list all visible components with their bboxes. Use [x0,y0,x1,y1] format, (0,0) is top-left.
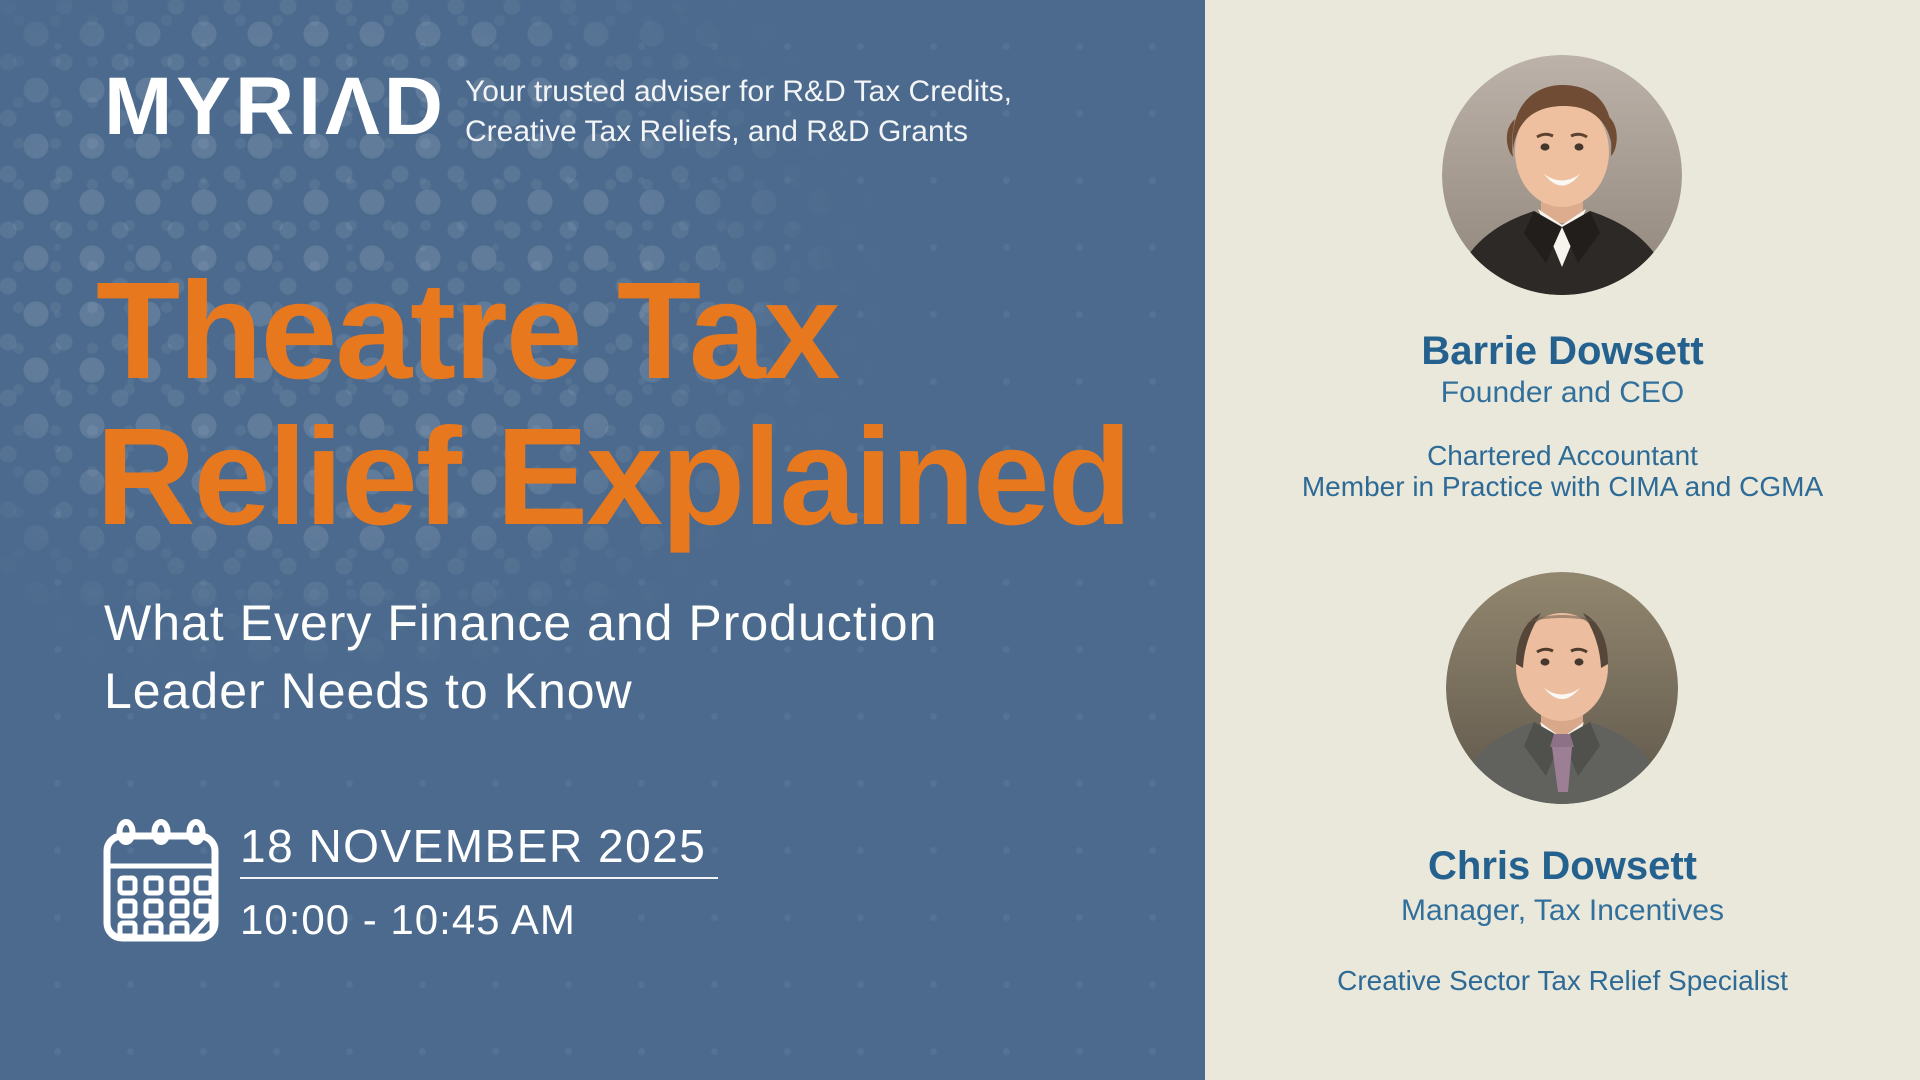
left-panel: MYRIΛD Your trusted adviser for R&D Tax … [0,0,1205,1080]
credential-line-1: Creative Sector Tax Relief Specialist [1337,965,1788,996]
barrie-photo [1442,55,1682,295]
event-date: 18 NOVEMBER 2025 [240,820,707,872]
webinar-title: Theatre Tax Relief Explained [96,258,1132,550]
speaker-name: Barrie Dowsett [1421,329,1704,373]
title-line-1: Theatre Tax [96,254,840,408]
tagline-line-1: Your trusted adviser for R&D Tax Credits… [465,75,1012,108]
webinar-subtitle: What Every Finance and Production Leader … [104,589,937,725]
speaker-credentials: Creative Sector Tax Relief Specialist [1205,965,1920,996]
barrie-portrait-illustration [1442,55,1682,295]
subtitle-line-1: What Every Finance and Production [104,595,938,651]
speakers-panel: Barrie Dowsett Founder and CEO Chartered… [1205,0,1920,1080]
tagline-line-2: Creative Tax Reliefs, and R&D Grants [465,115,968,148]
calendar-icon [103,819,219,942]
speaker-name: Chris Dowsett [1428,844,1697,888]
date-underline [240,877,718,879]
speaker-role: Founder and CEO [1440,376,1685,409]
brand-tagline: Your trusted adviser for R&D Tax Credits… [465,72,1012,152]
credential-line-1: Chartered Accountant [1427,440,1698,471]
speaker-credentials: Chartered Accountant Member in Practice w… [1205,440,1920,502]
chris-portrait-illustration [1446,572,1678,804]
chris-photo [1446,572,1678,804]
speaker-role: Manager, Tax Incentives [1401,894,1724,927]
myriad-logo: MYRIΛD [104,61,447,152]
event-time: 10:00 - 10:45 AM [240,896,576,943]
subtitle-line-2: Leader Needs to Know [104,663,633,719]
credential-line-2: Member in Practice with CIMA and CGMA [1301,471,1824,502]
title-line-2: Relief Explained [96,400,1132,554]
